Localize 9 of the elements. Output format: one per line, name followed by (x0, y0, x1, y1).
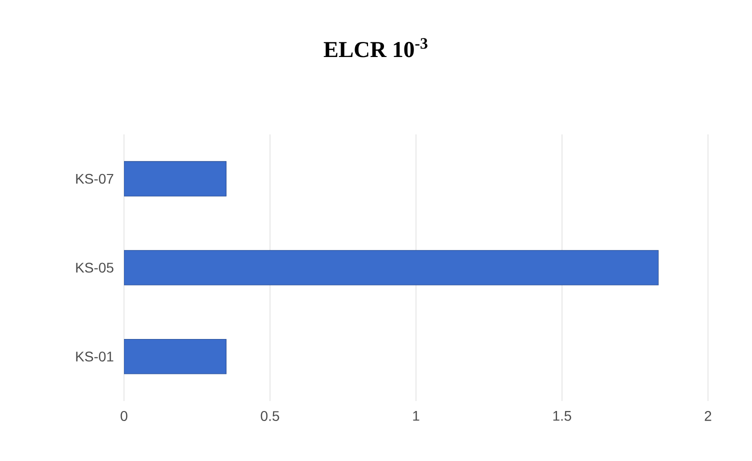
y-tick-label: KS-01 (76, 352, 114, 362)
y-tick-label: KS-07 (76, 174, 114, 184)
x-tick-label: 1 (413, 411, 420, 421)
x-tick-label: 0.5 (260, 411, 280, 421)
x-tick-label: 2 (704, 411, 712, 421)
x-tick-label: 1.5 (553, 411, 572, 421)
x-tick-label: 0 (120, 411, 128, 421)
y-tick-label: KS-05 (76, 262, 114, 273)
chart-title: ELCR 10$^{-3}$ (324, 38, 428, 58)
